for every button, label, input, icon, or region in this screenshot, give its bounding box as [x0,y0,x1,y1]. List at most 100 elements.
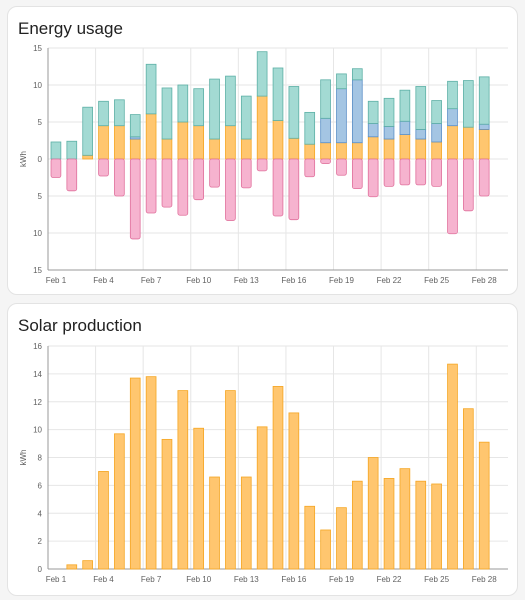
y-tick-label: 5 [38,192,43,201]
grid_out-bar [367,158,379,198]
grid_out-bar [288,158,300,221]
grid_in-bar [82,106,93,156]
grid_out-bar [66,158,78,192]
solar-bar [114,125,125,160]
grid_in-bar [288,86,300,139]
solar-bar [82,154,93,160]
y-tick-label: 10 [33,81,42,90]
solar-bar [367,136,379,160]
grid_in-bar [272,67,284,121]
y-tick-label: 4 [38,509,43,518]
y-tick-label: 12 [33,398,42,407]
grid_out-bar [98,158,109,177]
grid_out-bar [193,158,205,201]
solar-bar [463,126,474,160]
solar-bar [209,138,220,160]
grid_out-bar [351,158,363,190]
solar-bar [320,142,331,160]
battery-bar [447,108,458,127]
battery-bar [399,120,411,135]
grid_in-bar [50,141,62,160]
battery-bar [336,88,347,144]
grid_in-bar [161,87,173,140]
grid_in-bar [304,111,316,145]
battery-bar [320,117,331,144]
battery-bar [415,129,427,140]
solar-production-bar [66,564,78,570]
y-tick-label: 10 [33,229,42,238]
solar-bar [129,138,141,160]
solar-production-bar [225,390,236,570]
grid_in-bar [129,114,141,138]
y-tick-label: 5 [38,118,43,127]
grid_out-bar [383,158,395,187]
grid_out-bar [114,158,125,197]
solar-production-bar [272,386,284,570]
x-tick-label: Feb 7 [141,575,162,584]
grid_out-bar [478,158,490,197]
battery-bar [367,123,379,138]
solar-production-bar [351,480,363,570]
solar-bar [256,95,268,160]
grid_in-bar [240,95,252,140]
y-tick-label: 6 [38,481,43,490]
solar-bar [431,141,442,160]
solar-bar [415,138,427,160]
grid_in-bar [431,100,442,124]
x-tick-label: Feb 4 [93,575,114,584]
x-tick-label: Feb 25 [424,276,449,285]
solar-production-bar [367,457,379,570]
energy-usage-card: Energy usage 15 10 5 0 5 10 15 Feb 1 Feb 4 Feb 7 F… [7,6,518,295]
solar-bar [447,125,458,160]
solar-production-bar [240,476,252,570]
battery-bar [478,123,490,130]
solar-bar [193,125,205,160]
x-tick-label: Feb 16 [281,276,306,285]
solar-production-bar [256,426,268,570]
solar-bar [383,138,395,160]
grid_out-bar [320,158,331,164]
y-tick-label: 8 [38,454,43,463]
grid_in-bar [415,86,427,130]
x-tick-label: Feb 7 [141,276,162,285]
grid_in-bar [478,76,490,125]
solar-bar [161,138,173,160]
solar-production-bar [399,468,411,570]
solar-production-bar [447,363,458,570]
grid_out-bar [240,158,252,189]
y-axis-unit: kWh [19,450,28,466]
grid_in-bar [383,97,395,127]
x-tick-label: Feb 19 [329,575,354,584]
x-tick-label: Feb 4 [93,276,114,285]
solar-production-bar [463,408,474,570]
y-tick-label: 15 [33,266,42,275]
solar-production-bar [193,427,205,570]
grid_in-bar [177,84,189,123]
grid_out-bar [336,158,347,176]
y-tick-label: 10 [33,426,42,435]
solar-bar [288,137,300,160]
solar-production-bar [145,376,157,570]
solar-production-bar [320,529,331,570]
solar-production-bar [82,560,93,570]
grid_out-bar [463,158,474,212]
x-tick-label: Feb 13 [234,575,259,584]
solar-production-bar [415,480,427,570]
solar-production-bar [177,390,189,570]
y-tick-label: 14 [33,370,42,379]
battery-bar [431,123,442,143]
grid_in-bar [256,51,268,97]
grid_out-bar [399,158,411,186]
grid_out-bar [304,158,316,178]
grid_in-bar [193,88,205,127]
solar-bar [399,134,411,160]
solar-bar [272,120,284,160]
x-tick-label: Feb 1 [46,276,67,285]
grid_in-bar [463,80,474,128]
y-tick-label: 0 [38,155,43,164]
solar-production-bar [129,377,141,570]
grid_out-bar [161,158,173,208]
energy-usage-title: Energy usage [18,19,123,38]
energy-usage-chart: 15 10 5 0 5 10 15 Feb 1 Feb 4 Feb 7 Feb 10 Feb 13 Fe… [19,44,508,285]
